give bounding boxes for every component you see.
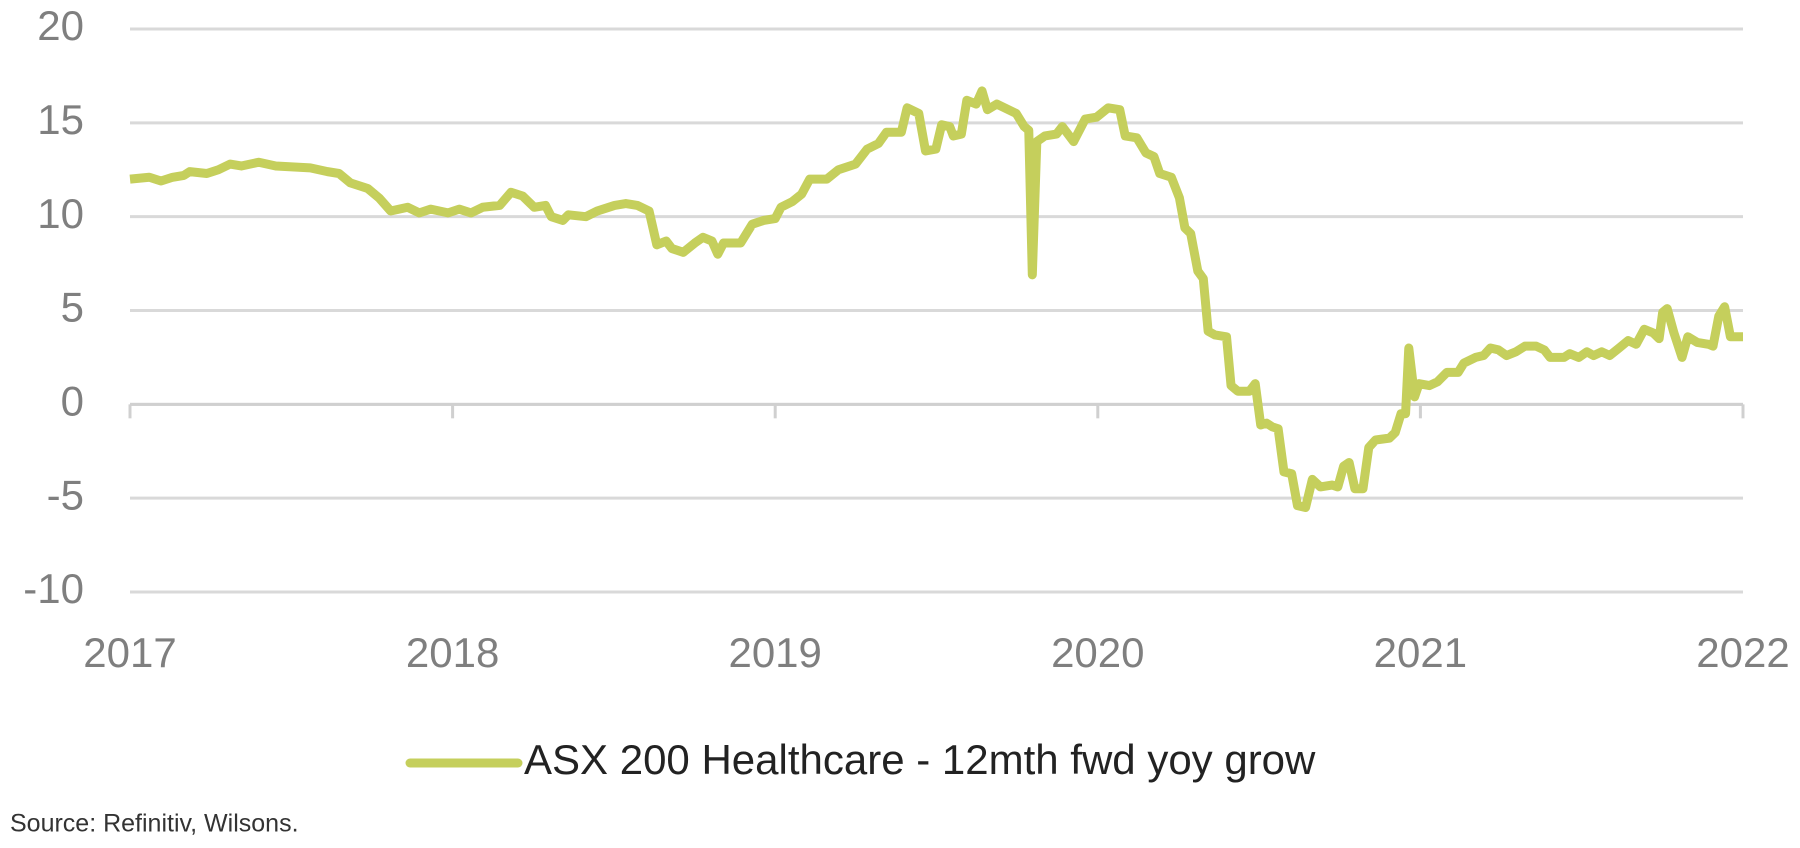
y-tick-label: 10: [37, 190, 84, 237]
y-tick-label: 0: [61, 377, 84, 424]
legend-label: ASX 200 Healthcare - 12mth fwd yoy grow: [524, 736, 1316, 783]
y-tick-label: -10: [23, 565, 84, 612]
source-note: Source: Refinitiv, Wilsons.: [10, 810, 299, 838]
x-tick-label: 2018: [406, 629, 499, 676]
x-tick-label: 2017: [83, 629, 176, 676]
y-tick-label: 20: [37, 2, 84, 49]
y-tick-label: 15: [37, 96, 84, 143]
x-tick-label: 2022: [1696, 629, 1789, 676]
data-line: [129, 86, 1743, 513]
x-tick-label: 2019: [728, 629, 821, 676]
y-tick-label: 5: [61, 284, 84, 331]
y-tick-label: -5: [47, 471, 84, 518]
x-tick-label: 2021: [1374, 629, 1467, 676]
x-tick-label: 2020: [1051, 629, 1144, 676]
